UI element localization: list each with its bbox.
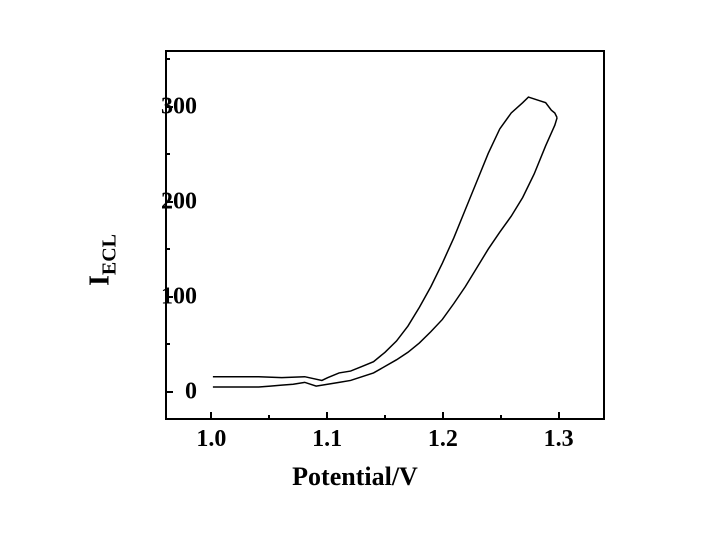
y-tick-label: 200 — [161, 188, 197, 215]
x-tick — [442, 412, 444, 420]
y-tick — [165, 391, 173, 393]
y-tick-label: 300 — [161, 93, 197, 120]
x-tick — [326, 412, 328, 420]
y-tick-minor — [165, 153, 170, 155]
y-tick-minor — [165, 248, 170, 250]
y-label-main: I — [85, 275, 116, 286]
x-tick-minor — [500, 415, 502, 420]
x-tick — [210, 412, 212, 420]
y-tick-minor — [165, 58, 170, 60]
x-tick-label: 1.1 — [312, 426, 342, 453]
x-tick-label: 1.2 — [428, 426, 458, 453]
y-label-sub: ECL — [98, 234, 120, 275]
x-tick-minor — [268, 415, 270, 420]
chart-container: IECL Potential/V 0 100 200 300 1.0 1.1 1.2 1.3 — [65, 20, 645, 500]
x-axis-label: Potential/V — [292, 462, 418, 492]
x-tick-label: 1.0 — [196, 426, 226, 453]
y-tick-minor — [165, 343, 170, 345]
plot-area — [165, 50, 605, 420]
x-tick-minor — [384, 415, 386, 420]
x-tick — [558, 412, 560, 420]
y-tick-label: 100 — [161, 283, 197, 310]
cv-curve — [167, 52, 603, 418]
y-axis-label: IECL — [85, 234, 122, 286]
x-tick-label: 1.3 — [544, 426, 574, 453]
y-tick-label: 0 — [185, 378, 197, 405]
